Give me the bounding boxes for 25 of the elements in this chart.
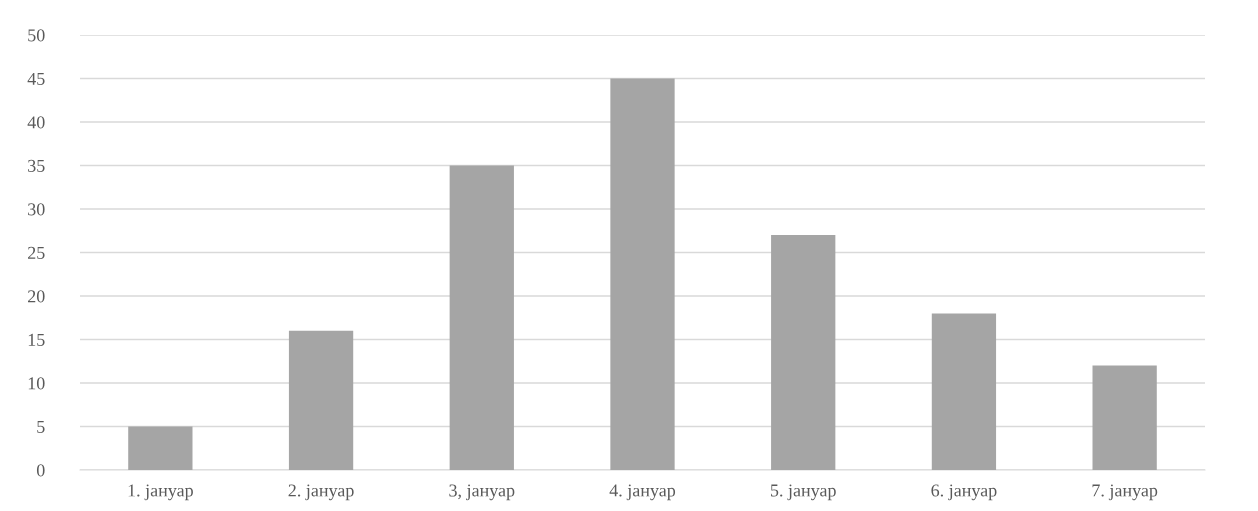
y-tick-label: 5 — [37, 420, 45, 433]
bar — [931, 313, 997, 470]
y-tick-label: 50 — [28, 29, 45, 42]
x-tick-label: 7. јануар — [1092, 484, 1158, 501]
y-tick-label: 45 — [27, 72, 45, 85]
bar — [771, 235, 836, 470]
x-tick-label: 6. јануар — [931, 484, 997, 501]
y-tick-label: 30 — [28, 203, 45, 216]
y-tick-label: 35 — [28, 159, 45, 172]
bar — [288, 330, 354, 470]
bar — [610, 78, 675, 470]
y-tick-label: 20 — [28, 290, 45, 303]
y-tick-label: 40 — [27, 116, 45, 129]
x-tick-label: 1. јануар — [128, 484, 193, 501]
bar — [449, 165, 514, 470]
bar — [1092, 365, 1157, 470]
y-tick-label: 15 — [28, 333, 45, 346]
x-tick-label: 5. јануар — [770, 484, 836, 501]
x-tick-label: 4. јануар — [609, 484, 676, 501]
bar — [128, 426, 193, 470]
x-tick-label: 3, јануар — [449, 484, 515, 501]
y-tick-label: 25 — [28, 246, 45, 259]
y-tick-label: 10 — [28, 377, 45, 390]
x-tick-label: 2. јануар — [288, 484, 354, 501]
y-tick-label: 0 — [36, 464, 45, 477]
